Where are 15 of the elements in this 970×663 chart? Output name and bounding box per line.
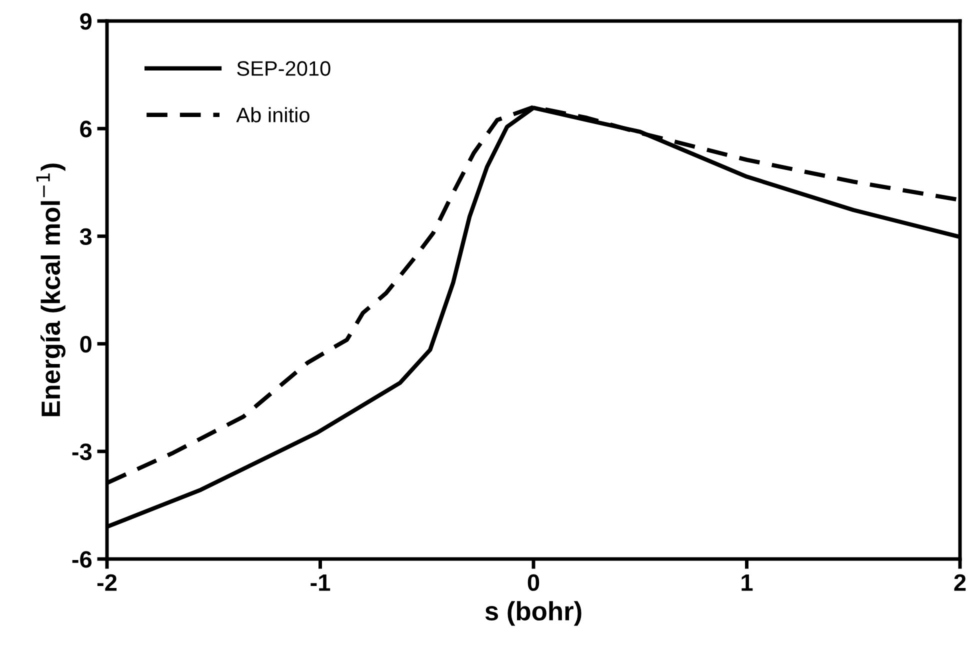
y-tick-label: 6: [80, 120, 92, 138]
y-tick-label: 9: [80, 13, 92, 30]
x-axis-title: s (bohr): [485, 601, 582, 626]
y-tick-label: -6: [72, 551, 92, 568]
y-tick-label: 3: [80, 228, 92, 246]
x-tick-label: -1: [310, 574, 330, 591]
x-tick-label: 2: [954, 574, 966, 591]
legend-label: Ab initio: [236, 107, 310, 122]
y-tick-label: 0: [80, 336, 92, 353]
x-tick-label: 1: [742, 574, 753, 591]
y-tick-label: -3: [72, 443, 92, 460]
x-tick-label: 0: [528, 574, 540, 591]
x-tick-label: -2: [97, 574, 117, 591]
legend-label: SEP-2010: [237, 61, 330, 76]
y-axis-title: Energía (kcal mol$^{−1}$): [36, 164, 66, 416]
